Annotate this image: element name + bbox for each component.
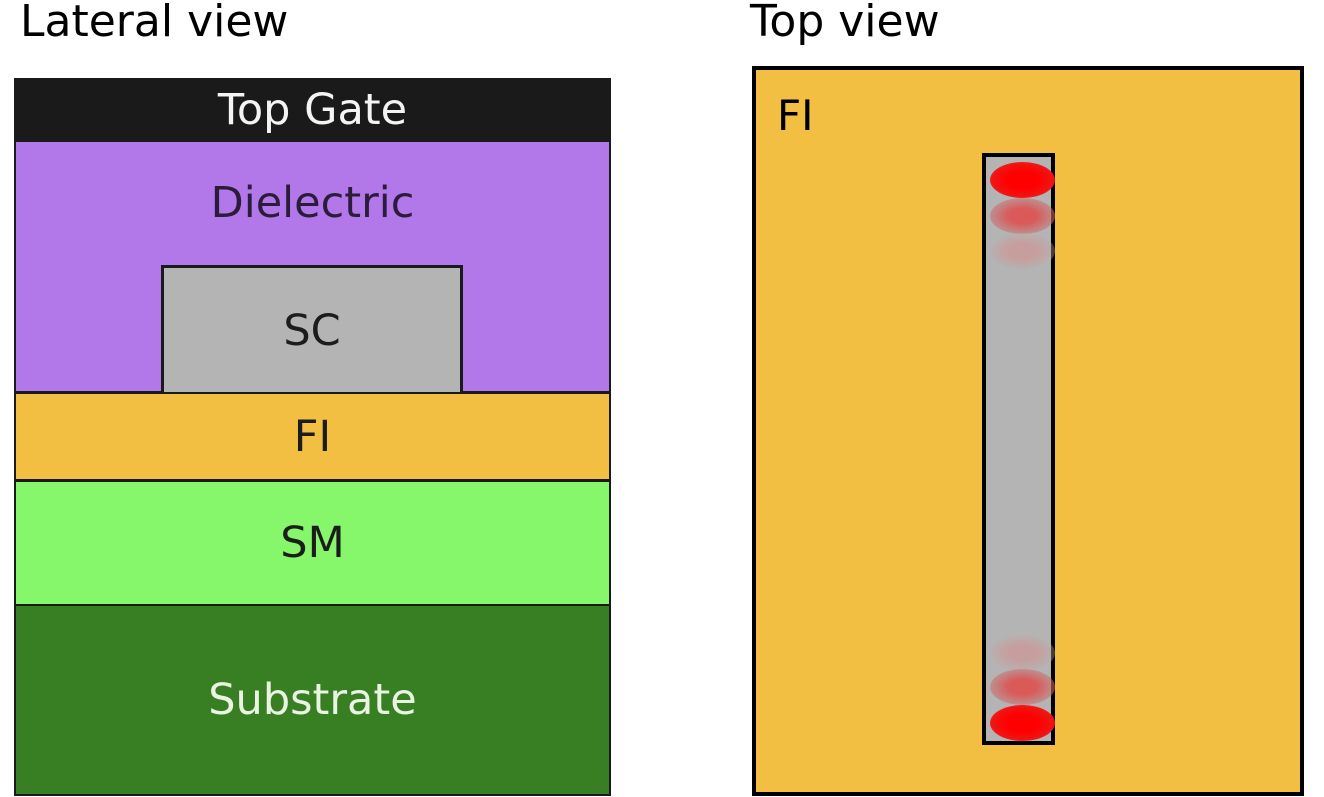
layer-fi: FI <box>14 392 611 481</box>
majorana-mode-bottom-2 <box>990 669 1055 705</box>
layer-sc-label: SC <box>283 305 341 356</box>
layer-sm-label: SM <box>280 518 345 568</box>
layer-top-gate: Top Gate <box>14 78 611 142</box>
top-view-fi-label: FI <box>777 91 814 140</box>
layer-substrate-label: Substrate <box>208 675 417 725</box>
top-view-sc-wire <box>982 153 1055 745</box>
lateral-view-title: Lateral view <box>20 0 289 47</box>
majorana-mode-bottom-1 <box>990 705 1055 741</box>
layer-substrate: Substrate <box>14 604 611 796</box>
layer-fi-label: FI <box>293 411 332 462</box>
layer-top-gate-label: Top Gate <box>217 85 408 135</box>
top-view-title: Top view <box>750 0 940 47</box>
majorana-mode-top-2 <box>990 198 1055 234</box>
layer-sc: SC <box>161 265 463 393</box>
layer-sm: SM <box>14 480 611 606</box>
majorana-mode-bottom-3 <box>990 635 1055 671</box>
layer-dielectric-label: Dielectric <box>210 178 415 228</box>
majorana-mode-top-3 <box>990 233 1055 269</box>
majorana-mode-top-1 <box>990 162 1055 198</box>
